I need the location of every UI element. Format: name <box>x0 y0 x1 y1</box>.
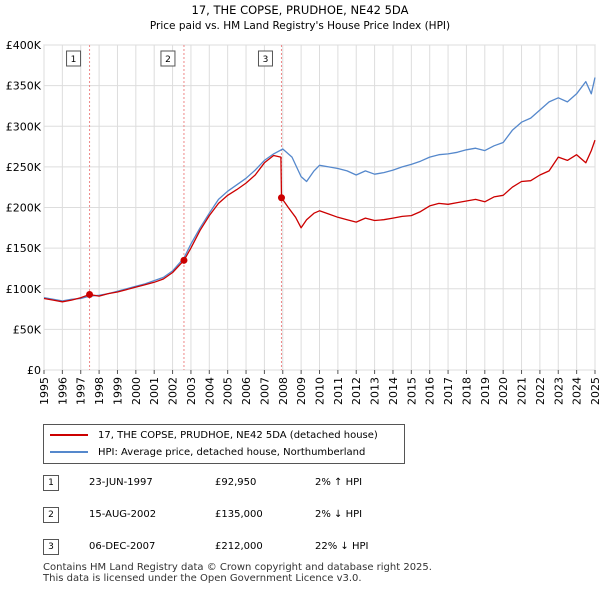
x-tick-label: 1999 <box>111 377 124 405</box>
sale-date: 06-DEC-2007 <box>89 541 156 552</box>
footer-copyright: Contains HM Land Registry data © Crown c… <box>43 562 432 573</box>
y-tick-label: £350K <box>6 80 42 93</box>
chart-subtitle: Price paid vs. HM Land Registry's House … <box>150 20 450 32</box>
sale-price: £92,950 <box>215 477 257 488</box>
table-row: 3 06-DEC-2007 £212,000 22% ↓ HPI <box>43 538 403 556</box>
sale-point <box>86 290 94 298</box>
x-tick-label: 2003 <box>185 377 198 405</box>
legend-item-hpi: HPI: Average price, detached house, Nort… <box>50 445 365 461</box>
y-tick-label: £0 <box>27 364 41 377</box>
sale-date: 23-JUN-1997 <box>89 477 153 488</box>
sale-date: 15-AUG-2002 <box>89 509 157 520</box>
x-tick-label: 2017 <box>442 377 455 405</box>
y-tick-label: £100K <box>6 283 42 296</box>
footer: Contains HM Land Registry data © Crown c… <box>43 562 432 584</box>
x-tick-label: 2008 <box>277 377 290 405</box>
legend-label-property: 17, THE COPSE, PRUDHOE, NE42 5DA (detach… <box>98 430 378 441</box>
x-tick-label: 2023 <box>552 377 565 405</box>
footer-license: This data is licensed under the Open Gov… <box>43 573 362 584</box>
x-tick-label: 2019 <box>479 377 492 405</box>
legend-swatch-property <box>50 434 88 436</box>
series-lines <box>43 77 596 303</box>
sale-number: 1 <box>43 475 59 491</box>
x-tick-label: 2015 <box>405 377 418 405</box>
sale-label-box <box>160 50 176 67</box>
sale-hpi-diff: 2% ↑ HPI <box>315 477 363 488</box>
sale-point <box>277 194 285 202</box>
y-tick-label: £300K <box>6 120 42 133</box>
x-tick-label: 2020 <box>497 377 510 405</box>
x-tick-label: 2001 <box>148 377 161 405</box>
y-axis-ticks: £0 £50K £100K £150K £200K £250K £300K £350K £400… <box>6 39 42 377</box>
sale-point <box>180 256 188 264</box>
sale-price: £212,000 <box>215 541 263 552</box>
y-tick-label: £400K <box>6 39 42 52</box>
sale-price: £135,000 <box>215 509 263 520</box>
sale-label: 3 <box>263 55 269 65</box>
table-row: 2 15-AUG-2002 £135,000 2% ↓ HPI <box>43 506 403 524</box>
x-tick-label: 2010 <box>314 377 327 405</box>
x-tick-label: 2018 <box>460 377 473 405</box>
x-axis-ticks: 1995 1996 1997 1998 1999 2000 2001 2002 2003 2004… <box>38 370 600 405</box>
x-tick-label: 1998 <box>93 377 106 405</box>
hpi-line <box>43 77 596 302</box>
chart-title: 17, THE COPSE, PRUDHOE, NE42 5DA <box>192 3 409 17</box>
x-tick-label: 2011 <box>332 377 345 405</box>
sale-label: 1 <box>71 55 77 65</box>
legend-item-property: 17, THE COPSE, PRUDHOE, NE42 5DA (detach… <box>50 428 378 444</box>
x-tick-label: 1996 <box>56 377 69 405</box>
x-tick-label: 2013 <box>369 377 382 405</box>
x-tick-label: 2007 <box>258 377 271 405</box>
legend-swatch-hpi <box>50 451 88 453</box>
y-tick-label: £200K <box>6 202 42 215</box>
x-tick-label: 2009 <box>295 377 308 405</box>
sale-hpi-diff: 2% ↓ HPI <box>315 509 363 520</box>
x-tick-label: 2002 <box>167 377 180 405</box>
legend: 17, THE COPSE, PRUDHOE, NE42 5DA (detach… <box>43 424 405 464</box>
x-tick-label: 2016 <box>424 377 437 405</box>
x-tick-label: 2024 <box>571 377 584 405</box>
price-chart: 17, THE COPSE, PRUDHOE, NE42 5DA Price p… <box>6 3 600 405</box>
sale-hpi-diff: 22% ↓ HPI <box>315 541 369 552</box>
x-tick-label: 2022 <box>534 377 547 405</box>
sale-markers: 1 2 3 <box>66 45 282 370</box>
x-tick-label: 2025 <box>589 377 600 405</box>
table-row: 1 23-JUN-1997 £92,950 2% ↑ HPI <box>43 474 403 492</box>
x-tick-label: 1997 <box>75 377 88 405</box>
property-price-line <box>43 139 596 303</box>
y-tick-label: £150K <box>6 242 42 255</box>
x-tick-label: 2014 <box>387 377 400 405</box>
sale-label-box <box>66 50 82 67</box>
x-tick-label: 2004 <box>203 377 216 405</box>
legend-label-hpi: HPI: Average price, detached house, Nort… <box>98 447 366 458</box>
x-tick-label: 2021 <box>516 377 529 405</box>
y-tick-label: £50K <box>13 323 42 336</box>
x-tick-label: 2000 <box>130 377 143 405</box>
sale-label: 2 <box>165 55 171 65</box>
sale-number: 3 <box>43 539 59 555</box>
y-tick-label: £250K <box>6 161 42 174</box>
sale-label-box <box>257 50 273 67</box>
x-tick-label: 2006 <box>240 377 253 405</box>
x-tick-label: 2005 <box>222 377 235 405</box>
x-tick-label: 1995 <box>38 377 51 405</box>
x-tick-label: 2012 <box>350 377 363 405</box>
sale-number: 2 <box>43 507 59 523</box>
